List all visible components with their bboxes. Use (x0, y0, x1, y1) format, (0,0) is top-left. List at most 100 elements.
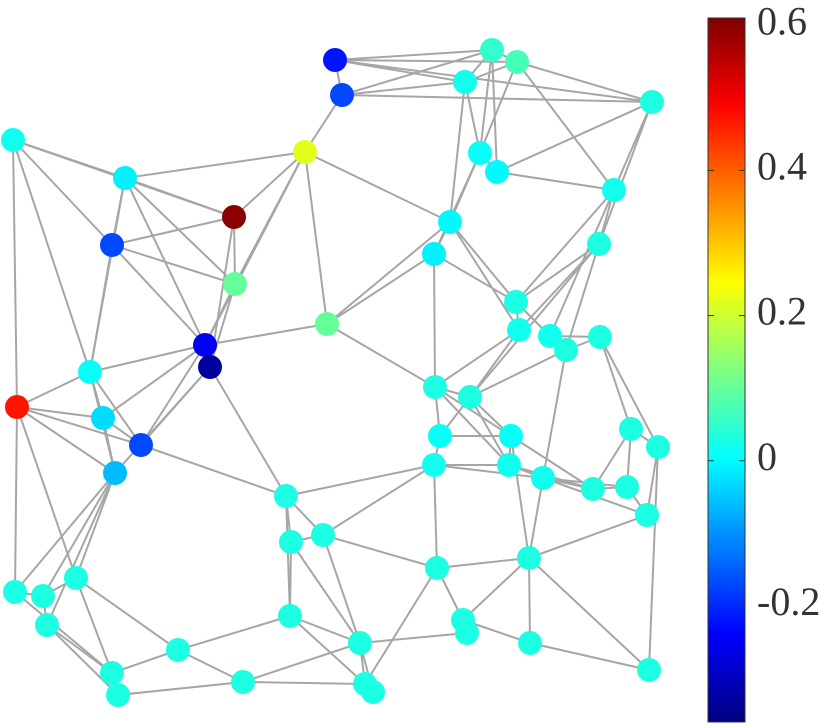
node (315, 312, 339, 336)
edge (204, 323, 328, 346)
edge (469, 396, 510, 466)
edge (449, 221, 517, 303)
node (422, 453, 446, 477)
edge (433, 464, 438, 569)
edge (359, 632, 468, 644)
edge (111, 216, 235, 246)
colorbar-tick-label: -0.2 (757, 579, 820, 624)
edge (479, 49, 493, 154)
edge (341, 49, 493, 96)
edge (434, 386, 510, 466)
edge (462, 557, 530, 621)
node (497, 453, 521, 477)
edge (529, 642, 650, 671)
edge (479, 61, 518, 154)
edge (565, 243, 600, 351)
edge (16, 406, 77, 579)
edge (124, 177, 235, 218)
colorbar (707, 17, 746, 723)
node (3, 580, 27, 604)
node (507, 318, 531, 342)
edge (114, 366, 211, 474)
edge (464, 81, 481, 154)
edge (326, 221, 451, 325)
node (348, 631, 372, 655)
edge (304, 151, 451, 223)
node (103, 461, 127, 485)
edge (75, 577, 113, 674)
edge (14, 472, 116, 593)
edge (111, 244, 236, 285)
edge (598, 101, 653, 245)
edge (234, 151, 306, 285)
edge (549, 189, 615, 337)
edge (433, 253, 517, 303)
edge (528, 514, 648, 559)
node (106, 683, 130, 707)
node (423, 375, 447, 399)
edge (599, 336, 632, 430)
node (438, 210, 462, 234)
node (330, 83, 354, 107)
edge (14, 406, 18, 593)
edge (177, 649, 244, 683)
edge (46, 624, 113, 674)
node (5, 395, 29, 419)
colorbar-tick-label: 0 (757, 434, 777, 479)
node (646, 435, 670, 459)
edge (334, 59, 518, 63)
node (428, 424, 452, 448)
node (453, 70, 477, 94)
node (223, 272, 247, 296)
edge (42, 472, 116, 597)
edge (542, 349, 567, 479)
node (293, 140, 317, 164)
edge (322, 534, 361, 644)
node (100, 661, 124, 685)
node (100, 233, 124, 257)
edges (12, 49, 659, 696)
edge (46, 472, 116, 626)
node (455, 621, 479, 645)
edge (326, 323, 436, 388)
node (35, 613, 59, 637)
node (505, 50, 529, 74)
edge (177, 615, 291, 651)
colorbar-tick-label: 0.6 (757, 0, 807, 43)
edge (16, 406, 142, 446)
edge (322, 534, 438, 569)
edge (124, 151, 306, 179)
node (222, 205, 246, 229)
edge (209, 283, 236, 368)
edge (12, 139, 18, 408)
edge (111, 244, 206, 346)
edge (449, 81, 466, 223)
edge (496, 101, 653, 173)
node (425, 556, 449, 580)
node (129, 433, 153, 457)
node (531, 466, 555, 490)
node (468, 141, 492, 165)
edge (242, 642, 361, 683)
edge (599, 336, 659, 448)
colorbar-tick-label: 0.2 (757, 289, 807, 334)
colorbar-tick-label: 0.4 (757, 144, 807, 189)
edge (117, 681, 244, 696)
edge (469, 349, 567, 398)
edge (364, 567, 438, 685)
node (581, 477, 605, 501)
edge (12, 139, 113, 246)
node (323, 48, 347, 72)
edge (233, 151, 306, 218)
edge (516, 61, 615, 191)
node (279, 530, 303, 554)
edge (449, 221, 520, 331)
edge (469, 329, 520, 398)
edge (290, 541, 361, 644)
node (504, 290, 528, 314)
edge (289, 615, 366, 685)
edge (12, 139, 91, 373)
node (166, 638, 190, 662)
